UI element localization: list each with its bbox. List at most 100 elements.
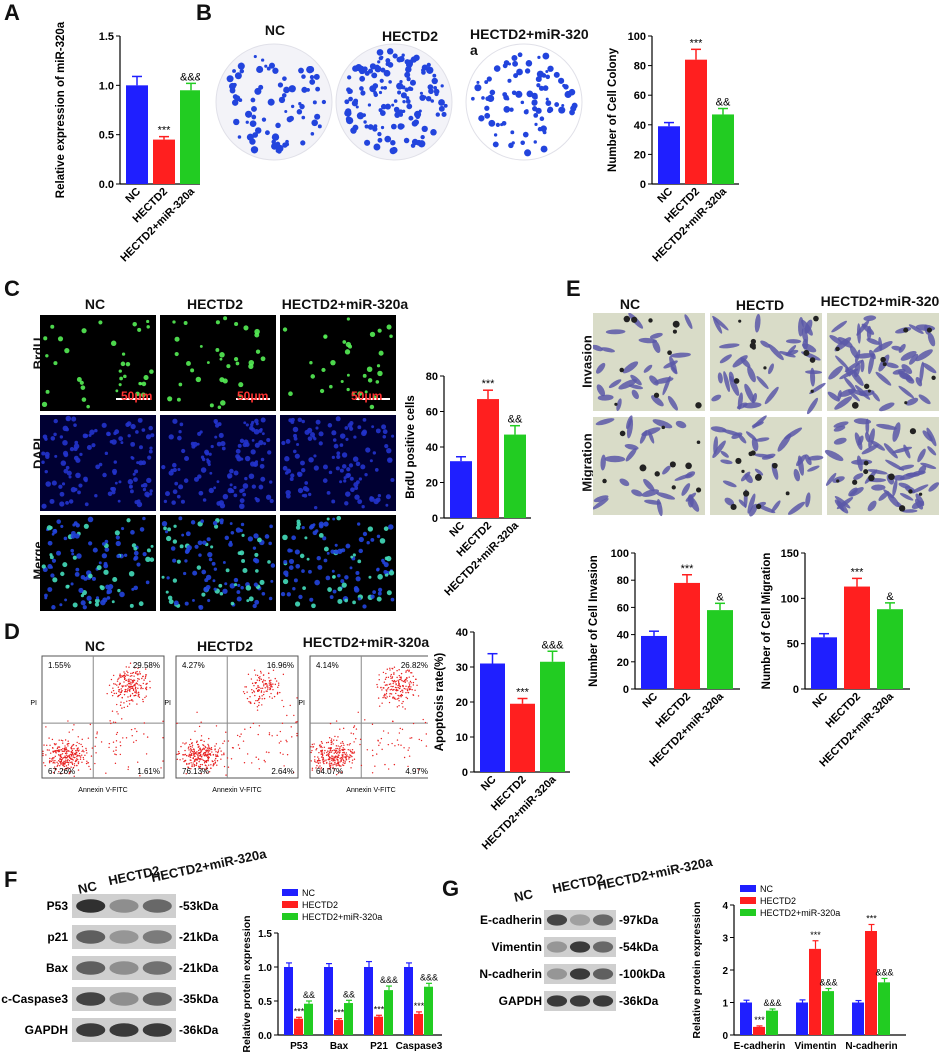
event-dot	[129, 695, 131, 698]
colony	[396, 56, 403, 63]
cell-nucleus	[89, 429, 95, 435]
stained-cell	[883, 443, 898, 459]
event-dot	[333, 739, 335, 741]
event-dot	[402, 691, 404, 693]
colony	[383, 86, 388, 90]
event-dot	[353, 758, 356, 760]
event-dot	[408, 684, 411, 686]
cell-nucleus	[337, 598, 343, 604]
event-dot	[60, 762, 62, 765]
cell-nucleus	[178, 382, 183, 387]
event-dot	[250, 702, 252, 705]
cell-nucleus	[344, 349, 351, 355]
cell-nucleus	[117, 499, 121, 503]
protein-band	[569, 941, 591, 953]
cell-nucleus	[84, 502, 89, 507]
membrane-pore	[754, 473, 762, 481]
event-dot	[68, 754, 71, 756]
event-dot	[79, 755, 81, 757]
quadrant-pct: 2.64%	[271, 767, 294, 776]
event-dot	[196, 740, 198, 742]
colony	[378, 90, 383, 95]
event-dot	[71, 748, 73, 750]
event-dot	[398, 705, 400, 707]
event-dot	[353, 741, 355, 743]
event-dot	[48, 737, 50, 739]
stained-cell	[848, 487, 858, 497]
event-dot	[408, 747, 410, 749]
colony	[401, 85, 406, 90]
bar	[153, 139, 175, 184]
stained-cell	[624, 443, 639, 450]
event-dot	[206, 759, 208, 762]
event-dot	[261, 687, 264, 690]
cell-nucleus	[146, 477, 152, 484]
colony	[275, 122, 281, 129]
colony	[523, 109, 529, 115]
cell-nucleus	[259, 579, 265, 585]
event-dot	[208, 737, 210, 740]
event-dot	[208, 771, 211, 773]
event-dot	[70, 761, 72, 764]
colony	[264, 130, 270, 136]
event-dot	[138, 684, 140, 686]
colony	[536, 83, 541, 88]
stained-cell	[747, 493, 756, 514]
event-dot	[252, 690, 255, 692]
event-dot	[286, 741, 288, 743]
cell-nucleus	[285, 493, 291, 499]
stained-cell	[837, 337, 853, 348]
colony	[495, 122, 500, 127]
event-dot	[405, 688, 407, 690]
cell-nucleus	[240, 522, 245, 527]
event-dot	[290, 726, 292, 728]
event-dot	[112, 674, 115, 677]
event-dot	[395, 689, 397, 691]
event-dot	[378, 705, 381, 707]
stained-cell	[747, 366, 756, 383]
quadrant-pct: 26.82%	[401, 661, 428, 670]
cell-nucleus	[94, 428, 98, 433]
event-dot	[140, 686, 143, 689]
cell-nucleus	[129, 603, 134, 608]
colony	[561, 104, 565, 108]
event-dot	[132, 700, 134, 702]
colony	[379, 78, 384, 83]
event-dot	[332, 743, 334, 745]
event-dot	[49, 760, 51, 762]
event-dot	[182, 758, 184, 760]
cell-nucleus	[165, 590, 169, 594]
colony	[237, 62, 245, 70]
event-dot	[127, 768, 129, 771]
cell-nucleus	[223, 316, 228, 321]
cell-nucleus	[100, 599, 106, 606]
event-dot	[217, 750, 219, 753]
event-dot	[329, 766, 332, 769]
event-dot	[391, 676, 394, 678]
event-dot	[211, 751, 213, 753]
event-dot	[230, 758, 233, 760]
colony	[547, 65, 554, 72]
event-dot	[385, 672, 387, 675]
cell-nucleus	[247, 536, 254, 542]
cell-nucleus	[115, 540, 121, 547]
event-dot	[214, 754, 217, 756]
event-dot	[408, 755, 411, 757]
cell-nucleus	[352, 456, 359, 462]
cell-nucleus	[233, 357, 239, 362]
cell-nucleus	[198, 490, 204, 496]
event-dot	[72, 729, 74, 731]
cell-nucleus	[183, 478, 189, 483]
cell-nucleus	[343, 479, 347, 483]
cell-nucleus	[286, 468, 292, 474]
cell-nucleus	[358, 536, 364, 543]
event-dot	[207, 752, 209, 754]
cell-nucleus	[205, 574, 212, 581]
event-dot	[245, 686, 248, 688]
colony	[406, 76, 411, 82]
y-axis-label: Apoptosis rate(%)	[434, 653, 446, 752]
stained-cell	[732, 355, 748, 368]
event-dot	[329, 722, 332, 725]
cell-nucleus	[216, 441, 222, 447]
event-dot	[145, 674, 147, 676]
